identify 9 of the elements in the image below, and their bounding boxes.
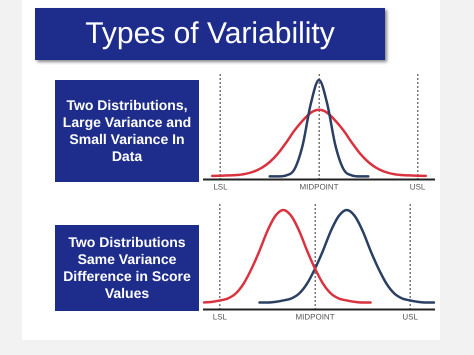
text: Two Distributions, Large Variance and Small Variance In Data [55,80,199,182]
x-tick-label: MIDPOINT [299,182,339,192]
x-tick-label: MIDPOINT [295,312,335,322]
x-tick-label: USL [402,312,419,322]
x-tick-label: LSL [213,182,228,192]
chart-title: Types of Variability [35,8,385,60]
x-tick-label: USL [410,182,426,192]
x-tick-label: LSL [212,312,228,322]
text: Two Distributions Same Variance Difference in Score Values [55,225,199,311]
